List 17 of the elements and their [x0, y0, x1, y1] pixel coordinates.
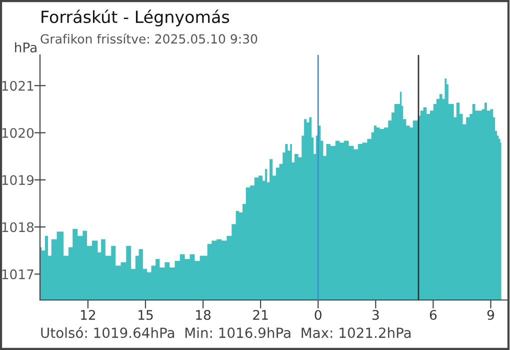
x-tick-label: 15: [138, 310, 153, 320]
x-tick-label: 0: [314, 310, 322, 320]
text: Utolsó: 1019.64hPa Min: 1016.9hPa Max: 1021.2hPa: [41, 326, 411, 338]
x-tick-label: 21: [253, 310, 268, 320]
y-tick-label: 1017: [2, 269, 34, 280]
y-axis-title: hPa: [15, 42, 36, 52]
y-tick-label: 1020: [2, 128, 34, 138]
x-tick-label: 3: [372, 310, 379, 320]
y-tick-label: 1018: [2, 222, 34, 232]
x-tick-label: 9: [487, 310, 494, 320]
y-tick-label: 1019: [2, 175, 34, 186]
x-tick-label: 12: [81, 310, 96, 320]
chart-title: Forráskút - Légnyomás: [42, 10, 230, 26]
chart-subtitle: Grafikon frissítve: 2025.05.10 9:30: [40, 33, 258, 44]
y-tick-label: 1021: [2, 80, 34, 91]
x-tick-label: 6: [430, 310, 437, 320]
x-tick-label: 18: [196, 310, 211, 320]
